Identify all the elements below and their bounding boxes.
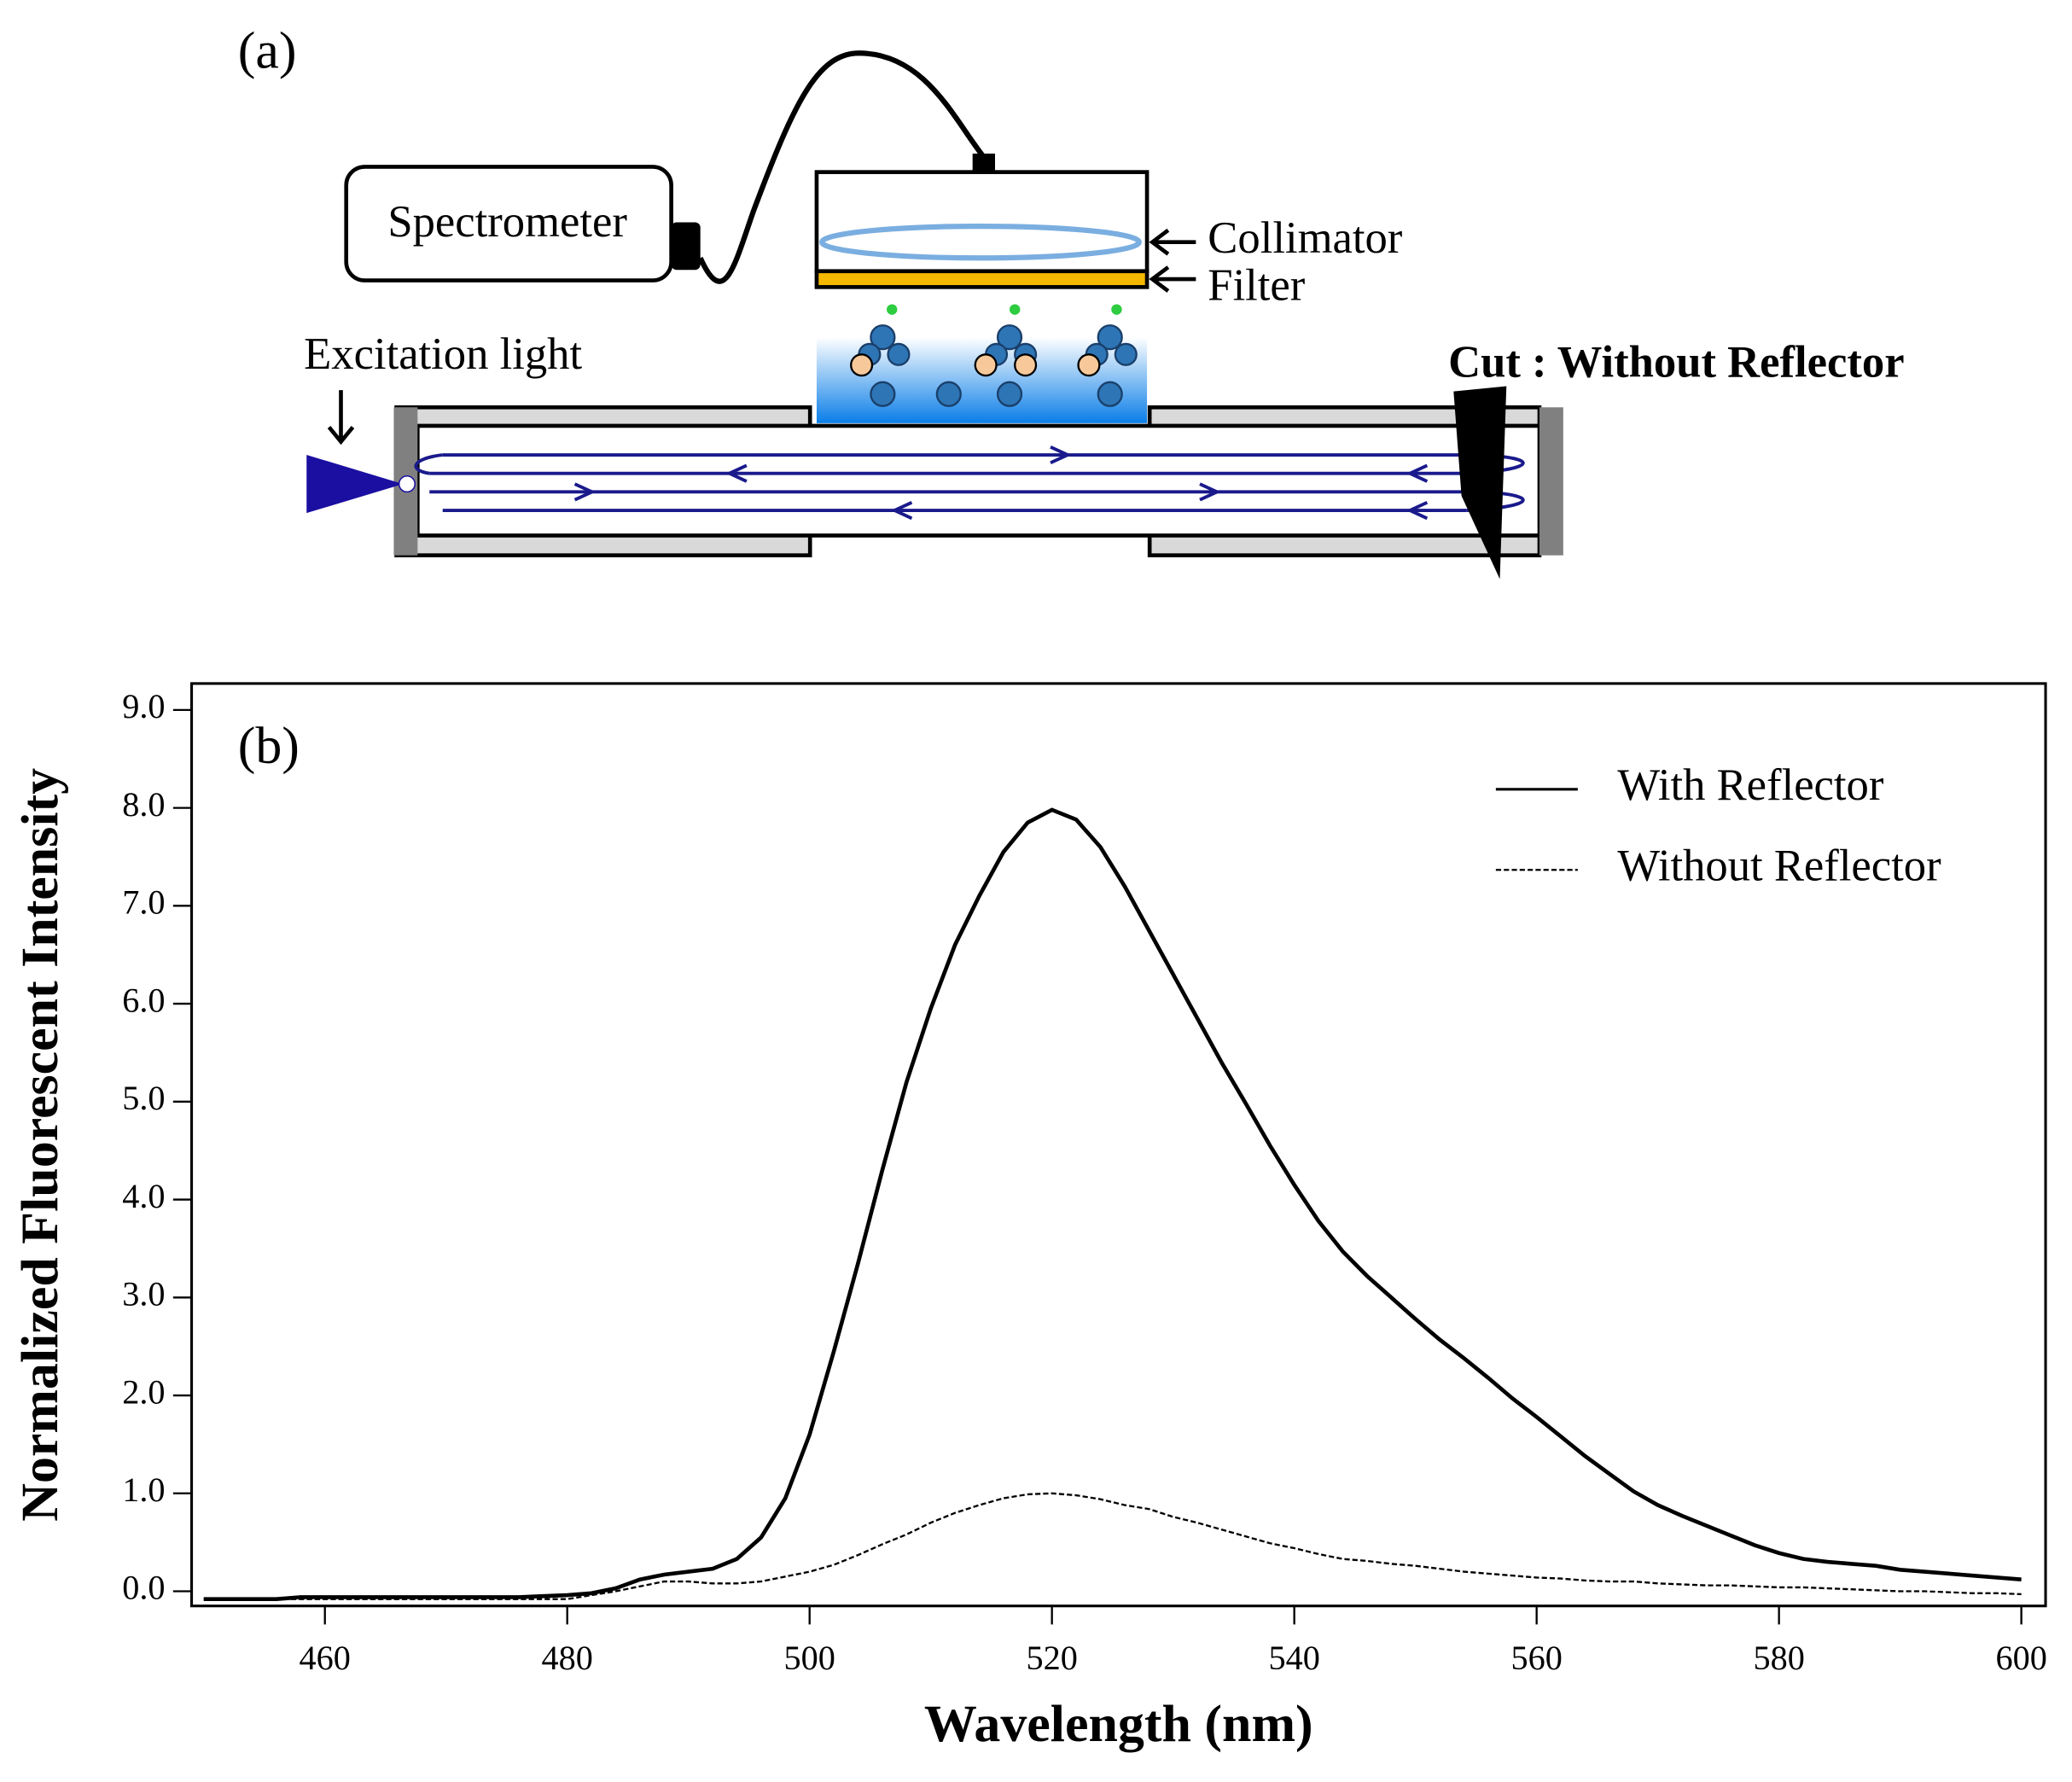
light-path	[414, 445, 1525, 521]
plot-frame	[189, 682, 2047, 1608]
series-line	[203, 807, 2022, 1602]
x-tick-label: 460	[300, 1639, 351, 1677]
legend-label: With Reflector	[1617, 760, 1884, 810]
arrow	[327, 390, 355, 446]
y-tick-label: 5.0	[122, 1079, 165, 1117]
panel-label: (b)	[238, 717, 300, 775]
x-tick-label: 580	[1753, 1639, 1804, 1677]
diagram: (a) Spectrometer Collimator Filter	[238, 22, 1905, 579]
cut-label: Cut : Without Reflector	[1448, 337, 1904, 387]
y-tick-label: 8.0	[122, 785, 165, 824]
y-tick-label: 1.0	[122, 1470, 165, 1509]
excitation-label: Excitation light	[304, 329, 582, 379]
coupler	[398, 475, 416, 493]
chart: (b) 0.0 1.0 2.0 3.0 4.0 5.0 6.0 7.0 8.0 9.0 460 480 5…	[11, 682, 2047, 1753]
filter	[814, 269, 1149, 289]
cable	[697, 50, 986, 284]
x-tick-label: 500	[784, 1639, 835, 1677]
y-tick-label: 2.0	[122, 1372, 165, 1411]
x-tick-label: 480	[542, 1639, 593, 1677]
x-axis-label: Wavelength (nm)	[924, 1695, 1313, 1753]
end-cap	[1539, 407, 1563, 556]
y-tick-label: 0.0	[122, 1569, 165, 1607]
light-source	[306, 455, 404, 514]
x-tick-label: 540	[1268, 1639, 1319, 1677]
cut-mark	[1453, 386, 1507, 579]
y-axis-label: Normalized Fluorescent Intensity	[11, 768, 69, 1522]
y-tick-label: 3.0	[122, 1275, 165, 1313]
x-tick-label: 520	[1026, 1639, 1077, 1677]
x-tick-label: 600	[1995, 1639, 2046, 1677]
labels-dots	[887, 304, 1122, 315]
y-tick-label: 7.0	[122, 883, 165, 922]
collimator-label: Collimator	[1208, 213, 1402, 263]
y-tick-label: 6.0	[122, 981, 165, 1019]
filter-label: Filter	[1208, 261, 1305, 311]
spectrometer-box	[344, 165, 673, 282]
pointer-arrows	[1149, 228, 1196, 293]
x-tick-label: 560	[1510, 1639, 1562, 1677]
legend-label: Without Reflector	[1617, 841, 1941, 890]
lens	[819, 224, 1142, 261]
spectrometer-label: Spectrometer	[387, 197, 627, 247]
series-line	[203, 1492, 2022, 1600]
connector	[671, 222, 701, 271]
connector	[972, 153, 995, 174]
antigens	[850, 353, 1101, 377]
y-tick-label: 4.0	[122, 1177, 165, 1215]
panel-label: (a)	[238, 22, 297, 80]
y-tick-label: 9.0	[122, 687, 165, 725]
fiber-core	[415, 423, 1542, 538]
